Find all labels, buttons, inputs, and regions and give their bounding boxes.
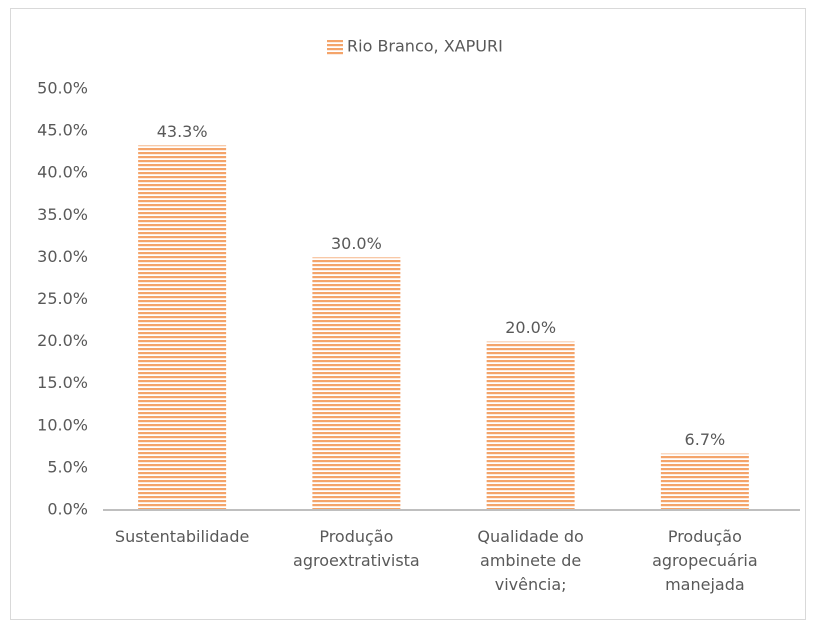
y-tick-label: 35.0% (37, 205, 88, 224)
y-tick-label: 30.0% (37, 247, 88, 266)
bar (138, 145, 227, 510)
y-tick-label: 5.0% (47, 457, 88, 476)
y-tick-label: 40.0% (37, 163, 88, 182)
data-label: 30.0% (331, 234, 382, 253)
data-label: 20.0% (505, 318, 556, 337)
y-tick-label: 0.0% (47, 500, 88, 519)
y-tick-label: 15.0% (37, 373, 88, 392)
bar (660, 453, 749, 510)
bar (312, 257, 401, 510)
y-tick-label: 45.0% (37, 121, 88, 140)
x-tick-label: Qualidade do ambinete de vivência; (477, 527, 584, 594)
legend-label: Rio Branco, XAPURI (347, 37, 503, 56)
legend-swatch (327, 39, 343, 55)
y-tick-label: 10.0% (37, 415, 88, 434)
x-tick-label: Sustentabilidade (114, 527, 250, 546)
data-label: 6.7% (685, 430, 726, 449)
y-tick-label: 25.0% (37, 289, 88, 308)
data-label: 43.3% (157, 122, 208, 141)
y-tick-label: 50.0% (37, 79, 88, 98)
y-tick-label: 20.0% (37, 331, 88, 350)
x-tick-label: Produção agropecuária manejada (652, 527, 758, 594)
x-tick-label: Produção agroextrativista (293, 527, 420, 570)
bar (486, 341, 575, 510)
